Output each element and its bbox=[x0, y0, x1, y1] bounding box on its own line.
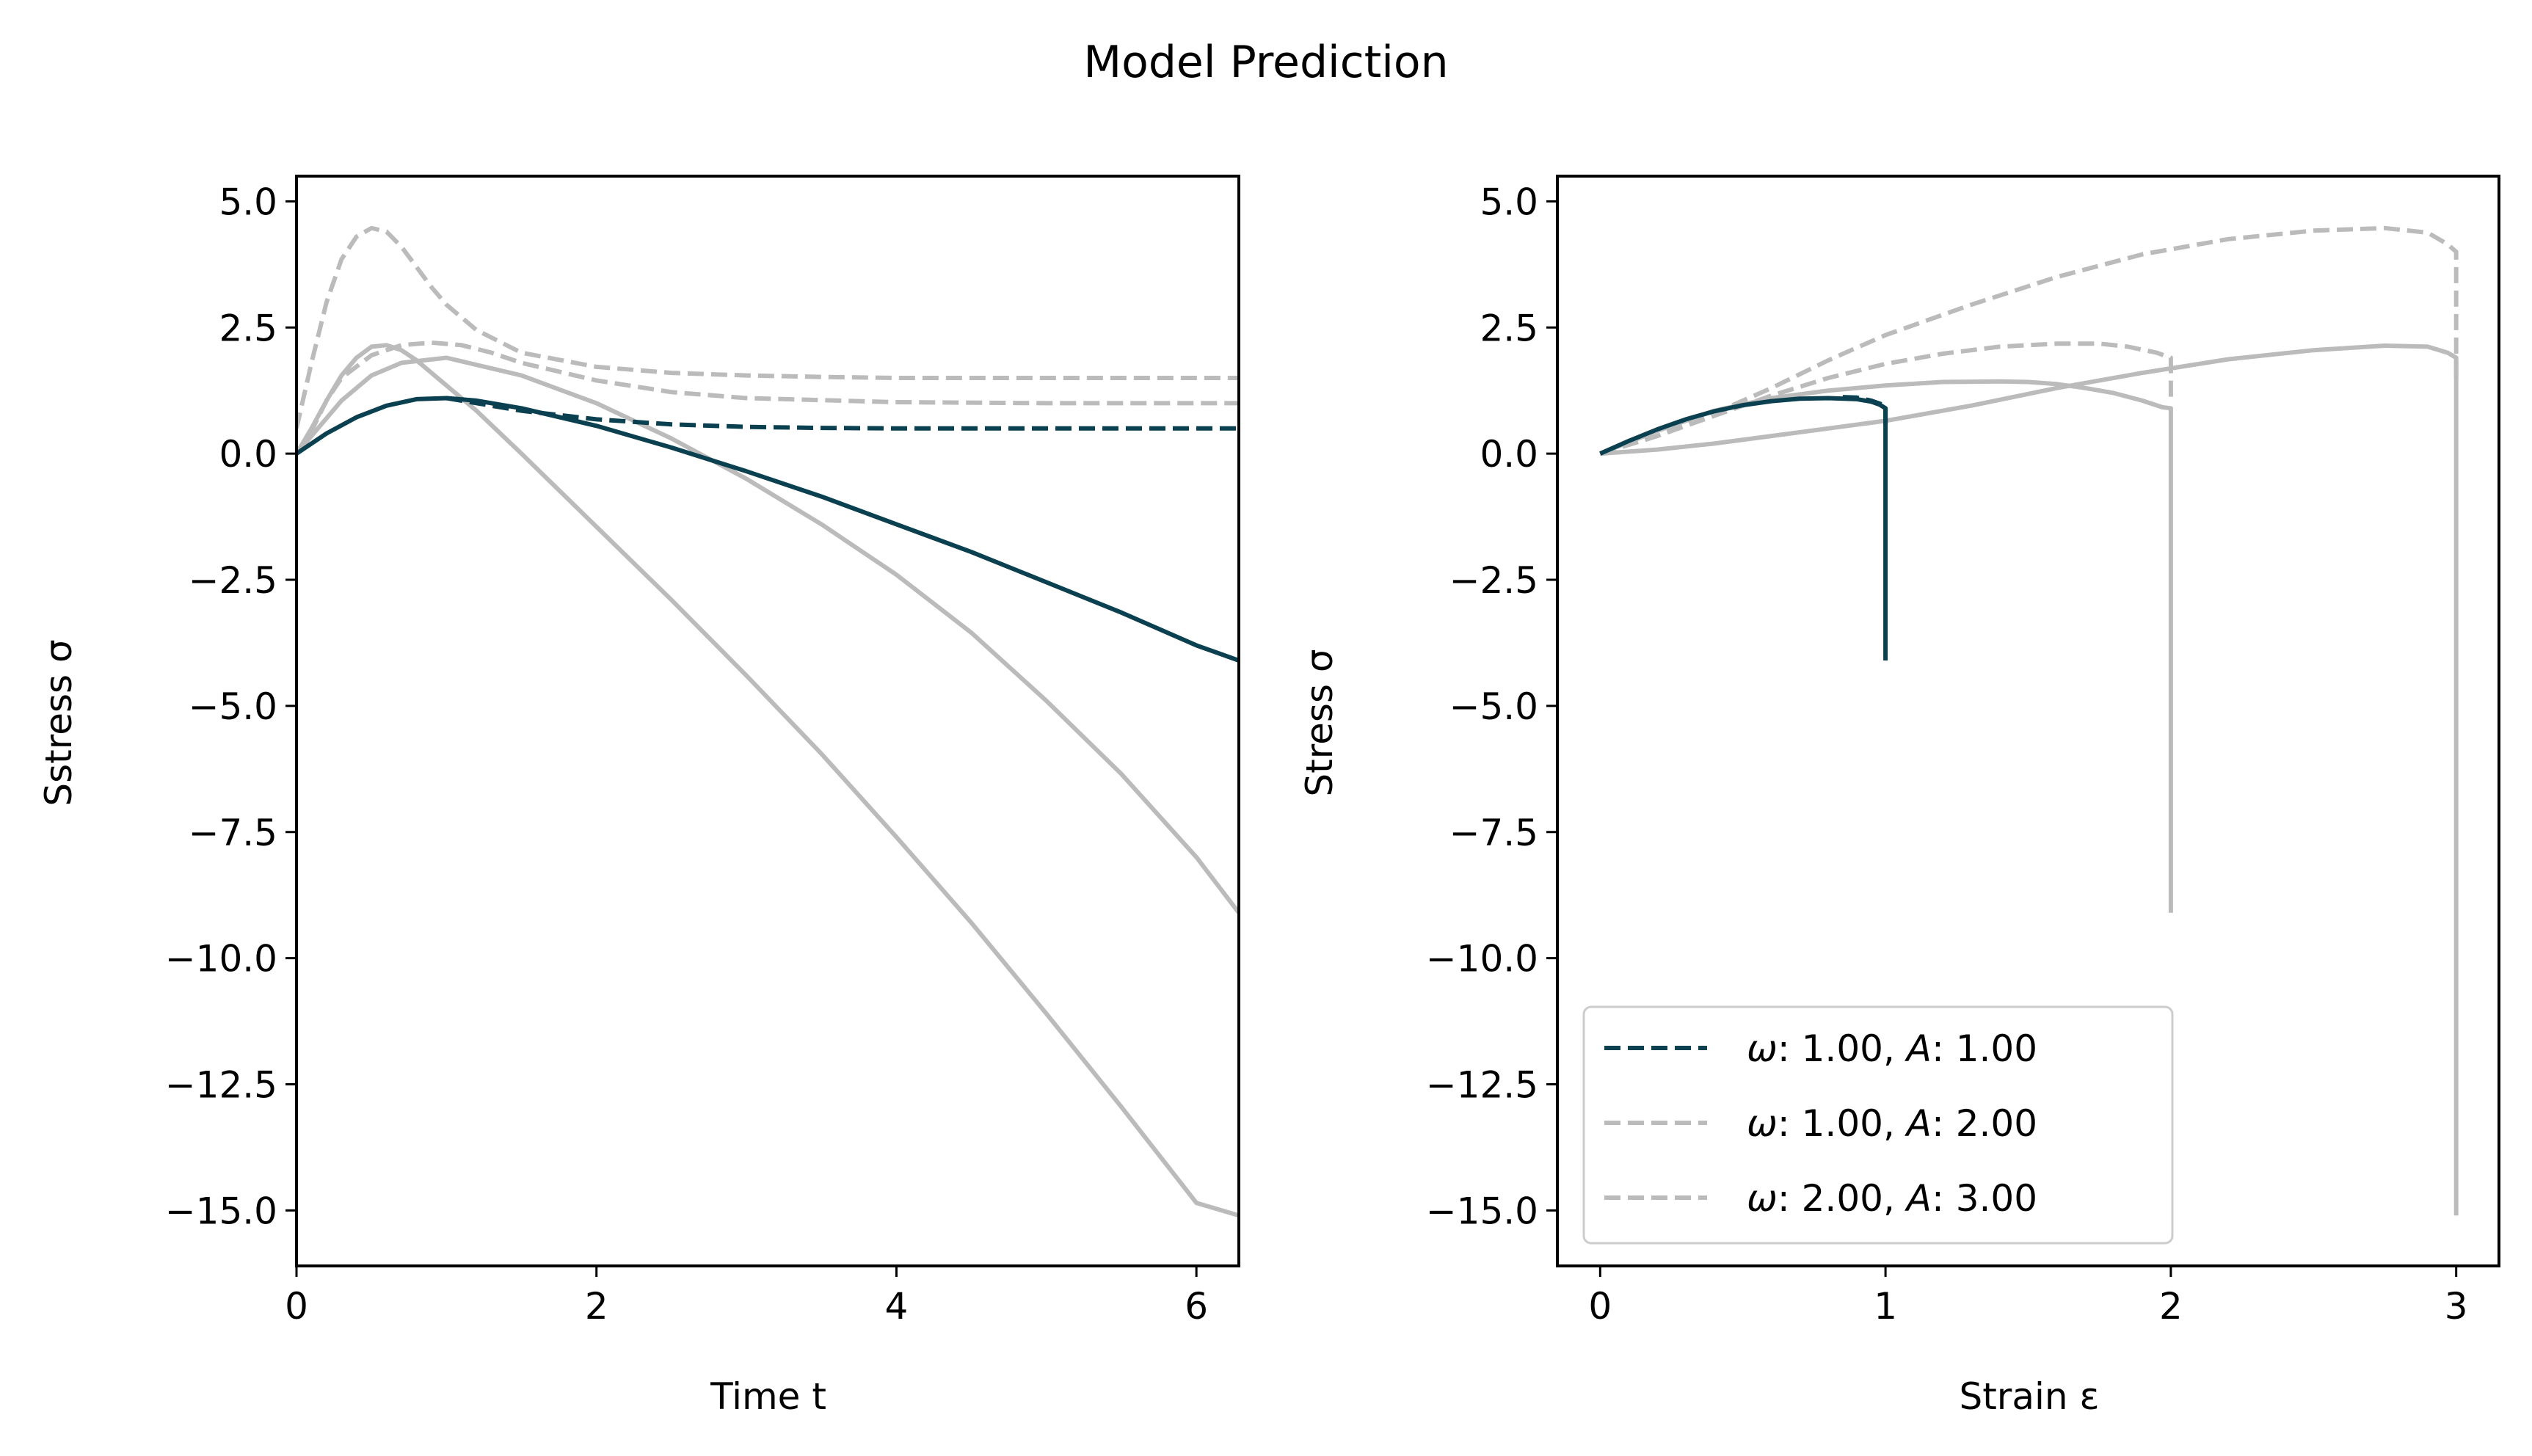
right-plot-y-tick-label: 0.0 bbox=[1480, 433, 1538, 476]
figure-title: Model Prediction bbox=[1083, 37, 1448, 88]
left-plot-y-tick-label: −10.0 bbox=[165, 938, 277, 980]
left-plot-y-tick-label: −2.5 bbox=[189, 559, 277, 602]
right-plot-y-tick-label: −5.0 bbox=[1449, 685, 1538, 728]
left-plot-y-tick-label: 5.0 bbox=[219, 181, 277, 223]
legend-entries: ω: 1.00, A: 1.00 ω: 1.00, A: 2.00 ω: 2.00,… bbox=[1604, 1027, 2037, 1220]
left-plot-frame bbox=[295, 175, 1240, 1267]
right-plot-series-line-2 bbox=[1600, 343, 2459, 1216]
left-plot-series-line-6 bbox=[297, 396, 1239, 663]
left-plot-x-tick-label: 0 bbox=[285, 1285, 308, 1328]
right-plot-series bbox=[1599, 225, 2459, 1216]
left-plot-series-line-3 bbox=[297, 225, 1239, 429]
left-plot-series bbox=[297, 225, 1239, 1218]
right-plot-y-tick-label: −15.0 bbox=[1426, 1190, 1538, 1232]
left-plot-y-tick-label: −12.5 bbox=[165, 1064, 277, 1107]
right-plot-x-tick-label: 2 bbox=[2159, 1285, 2183, 1328]
right-plot-y-tick-label: −10.0 bbox=[1426, 938, 1538, 980]
left-plot-series-line-2 bbox=[297, 343, 1239, 1218]
left-plot: 0 2 4 6 5.0 2.5 0.0 −2.5 −5.0 −7.5 −10.0 −12.5 −15.… bbox=[37, 175, 1240, 1418]
right-plot-x-tick-label: 3 bbox=[2445, 1285, 2468, 1328]
right-plot-y-label: Stress σ bbox=[1298, 649, 1341, 796]
legend-label-3: ω: 2.00, A: 3.00 bbox=[1747, 1177, 2037, 1220]
right-plot-x-tick-label: 0 bbox=[1588, 1285, 1612, 1328]
left-plot-series-line-1 bbox=[297, 355, 1239, 914]
legend-box bbox=[1582, 1005, 2174, 1245]
right-plot-x-tick-label: 1 bbox=[1874, 1285, 1897, 1328]
left-plot-x-label: Time t bbox=[710, 1375, 826, 1418]
right-plot-y-tick-label: −7.5 bbox=[1449, 812, 1538, 854]
legend: ω: 1.00, A: 1.00 ω: 1.00, A: 2.00 ω: 2.00,… bbox=[1582, 1005, 2174, 1245]
right-plot-series-line-3 bbox=[1599, 225, 2459, 456]
right-plot-series-line-6 bbox=[1599, 396, 1888, 660]
left-plot-x-tick-label: 2 bbox=[585, 1285, 608, 1328]
right-plot-y-tick-label: 2.5 bbox=[1480, 307, 1538, 349]
right-plot-x-label: Strain ε bbox=[1959, 1375, 2099, 1418]
legend-label-2: ω: 1.00, A: 2.00 bbox=[1747, 1102, 2037, 1145]
legend-label-1: ω: 1.00, A: 1.00 bbox=[1747, 1027, 2037, 1070]
left-plot-y-tick-label: 2.5 bbox=[219, 307, 277, 349]
left-plot-x-tick-label: 4 bbox=[885, 1285, 909, 1328]
right-plot-y-tick-label: 5.0 bbox=[1480, 181, 1538, 223]
left-plot-y-tick-label: −15.0 bbox=[165, 1190, 277, 1232]
right-plot: 0 1 2 3 5.0 2.5 0.0 −2.5 −5.0 −7.5 −10.0 −12.5 −15.… bbox=[1298, 175, 2500, 1418]
right-plot-frame bbox=[1556, 175, 2500, 1267]
left-plot-x-ticks: 0 2 4 6 bbox=[285, 1266, 1208, 1328]
left-plot-x-tick-label: 6 bbox=[1185, 1285, 1208, 1328]
right-plot-y-tick-label: −2.5 bbox=[1449, 559, 1538, 602]
right-plot-series-line-4 bbox=[1599, 341, 2173, 456]
right-plot-y-ticks: 5.0 2.5 0.0 −2.5 −5.0 −7.5 −10.0 −12.5 −15.0 bbox=[1426, 181, 1557, 1232]
left-plot-y-tick-label: 0.0 bbox=[219, 433, 277, 476]
left-plot-y-ticks: 5.0 2.5 0.0 −2.5 −5.0 −7.5 −10.0 −12.5 −15.0 bbox=[165, 181, 297, 1232]
right-plot-x-ticks: 0 1 2 3 bbox=[1588, 1266, 2468, 1328]
left-plot-y-label: Sstress σ bbox=[37, 639, 80, 806]
right-plot-y-tick-label: −12.5 bbox=[1426, 1064, 1538, 1107]
left-plot-series-line-4 bbox=[297, 340, 1239, 455]
left-plot-y-tick-label: −5.0 bbox=[189, 685, 277, 728]
left-plot-y-tick-label: −7.5 bbox=[189, 812, 277, 854]
